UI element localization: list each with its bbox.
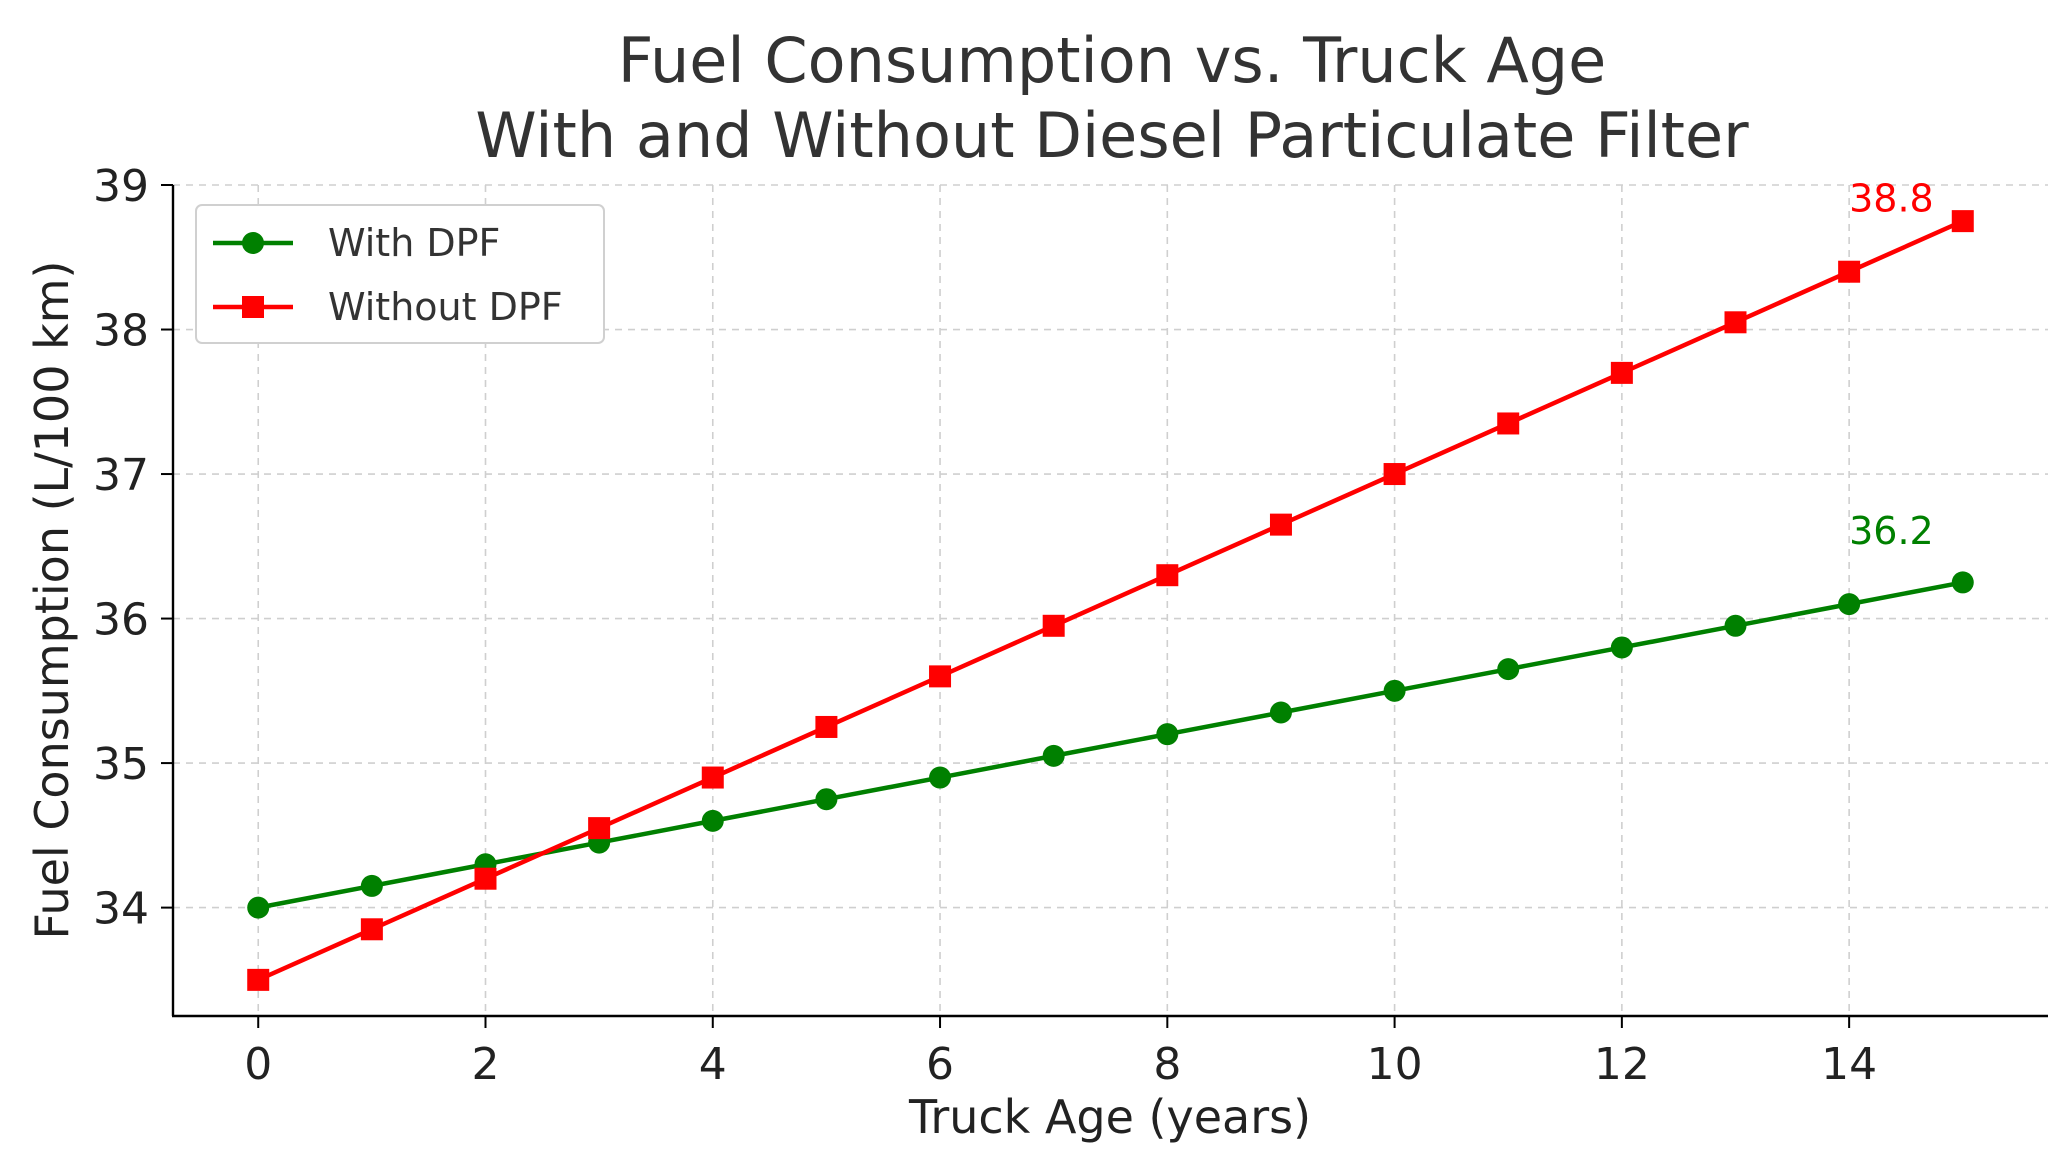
- chart-title-line-2: With and Without Diesel Particulate Filt…: [475, 99, 1749, 172]
- x-tick-label: 8: [1153, 1039, 1181, 1090]
- ticks: 0 2 4 6 8 10 12 14 34 35 36 37 38 39: [93, 161, 1877, 1090]
- legend-item-without-dpf: Without DPF: [213, 285, 563, 329]
- x-tick-label: 14: [1821, 1039, 1877, 1090]
- series-with-dpf: [247, 571, 1974, 919]
- data-point-without-dpf: [1951, 210, 1974, 233]
- end-labels: 36.2 38.8: [1849, 177, 1934, 553]
- x-tick-label: 10: [1367, 1039, 1423, 1090]
- data-point-without-dpf: [815, 715, 838, 738]
- data-point-with-dpf: [1042, 744, 1065, 767]
- y-tick-label: 35: [93, 739, 149, 790]
- data-point-with-dpf: [1383, 679, 1406, 702]
- series-line-with-dpf: [257, 580, 1964, 910]
- series-layer: [247, 210, 1974, 991]
- end-label-without-dpf: 38.8: [1849, 177, 1934, 221]
- data-point-with-dpf: [815, 788, 838, 811]
- legend: With DPF Without DPF: [195, 204, 605, 344]
- data-point-without-dpf: [1610, 361, 1633, 384]
- data-point-with-dpf: [1724, 614, 1747, 637]
- x-axis-label: Truck Age (years): [908, 1090, 1311, 1144]
- chart-title-line-1: Fuel Consumption vs. Truck Age: [618, 24, 1607, 97]
- data-point-with-dpf: [1497, 658, 1520, 681]
- data-point-without-dpf: [247, 968, 270, 991]
- data-point-without-dpf: [1269, 513, 1292, 536]
- data-point-without-dpf: [1724, 311, 1747, 334]
- y-axis-label: Fuel Consumption (L/100 km): [25, 261, 79, 940]
- data-point-with-dpf: [1951, 571, 1974, 594]
- legend-box: [195, 204, 605, 344]
- y-tick-label: 38: [93, 306, 149, 357]
- y-tick-label: 34: [93, 884, 149, 935]
- legend-marker: [242, 232, 264, 254]
- data-point-without-dpf: [1042, 614, 1065, 637]
- legend-marker: [242, 296, 264, 318]
- legend-label: With DPF: [328, 221, 500, 265]
- series-line-without-dpf: [257, 219, 1964, 982]
- data-point-without-dpf: [588, 817, 611, 840]
- data-point-with-dpf: [247, 896, 270, 919]
- x-tick-label: 12: [1594, 1039, 1650, 1090]
- y-tick-label: 36: [93, 595, 149, 646]
- data-point-without-dpf: [701, 766, 724, 789]
- data-point-without-dpf: [1838, 260, 1861, 283]
- data-point-without-dpf: [360, 918, 383, 941]
- y-tick-label: 39: [93, 161, 149, 212]
- y-tick-label: 37: [93, 450, 149, 501]
- data-point-with-dpf: [1838, 593, 1861, 616]
- x-tick-label: 2: [472, 1039, 500, 1090]
- data-point-without-dpf: [1383, 463, 1406, 486]
- data-point-with-dpf: [1610, 636, 1633, 659]
- x-tick-label: 6: [926, 1039, 954, 1090]
- data-point-with-dpf: [701, 809, 724, 832]
- legend-item-with-dpf: With DPF: [213, 221, 500, 265]
- data-point-without-dpf: [474, 867, 497, 890]
- data-point-without-dpf: [929, 665, 952, 688]
- data-point-without-dpf: [1497, 412, 1520, 435]
- data-point-without-dpf: [1156, 564, 1179, 587]
- x-tick-label: 4: [699, 1039, 727, 1090]
- data-point-with-dpf: [360, 874, 383, 897]
- end-label-with-dpf: 36.2: [1849, 509, 1934, 553]
- data-point-with-dpf: [929, 766, 952, 789]
- legend-label: Without DPF: [328, 285, 563, 329]
- x-tick-label: 0: [244, 1039, 272, 1090]
- data-point-with-dpf: [1269, 701, 1292, 724]
- series-without-dpf: [247, 210, 1974, 991]
- data-point-with-dpf: [1156, 723, 1179, 746]
